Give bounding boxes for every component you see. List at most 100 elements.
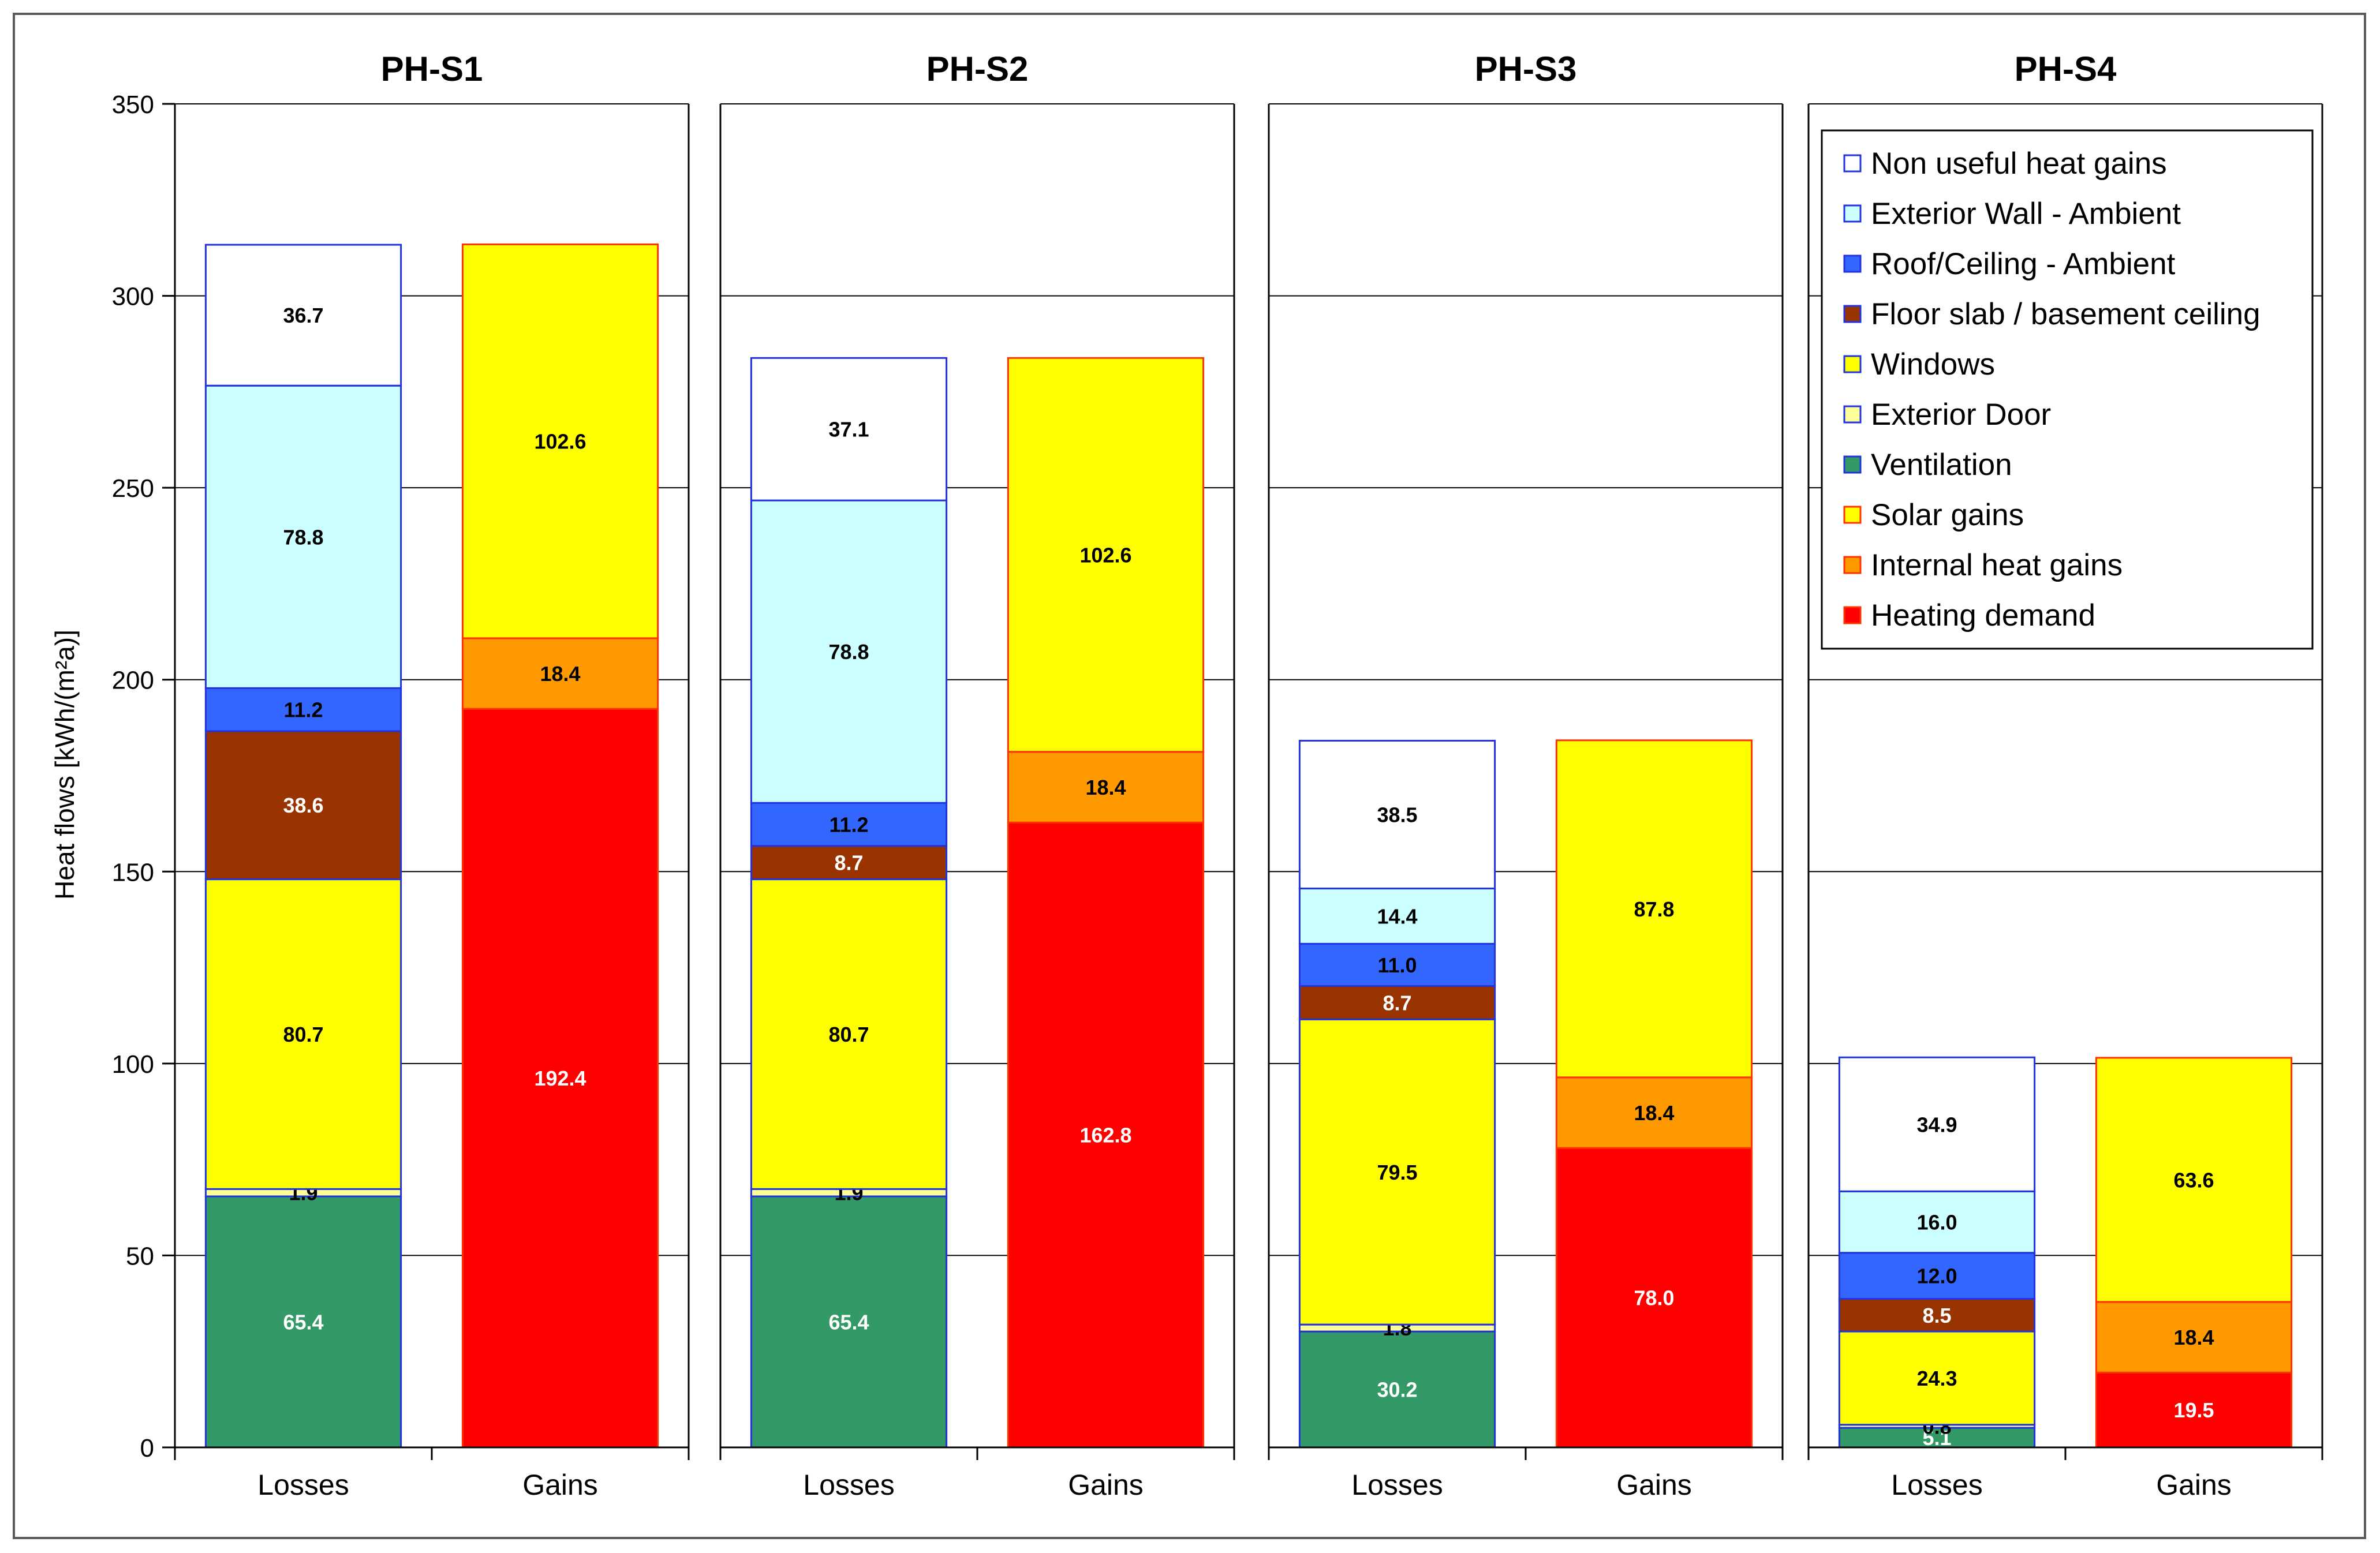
legend-label-ventilation: Ventilation <box>1871 448 2012 482</box>
x-category-label: Gains <box>2156 1469 2232 1501</box>
data-label-solar: 102.6 <box>1079 544 1131 567</box>
bar-segment-floor <box>1838 1298 2036 1333</box>
bar-segment-nonuseful <box>204 244 402 387</box>
data-label-roof: 12.0 <box>1916 1264 1957 1288</box>
data-label-ventilation: 30.2 <box>1377 1378 1417 1402</box>
data-label-floor: 8.7 <box>1383 991 1411 1015</box>
x-category-label: Losses <box>1351 1469 1443 1501</box>
panel-title: PH-S2 <box>926 50 1029 88</box>
x-category-label: Gains <box>522 1469 598 1501</box>
data-label-wall: 78.8 <box>828 640 869 664</box>
y-tick-label: 100 <box>112 1050 154 1079</box>
data-label-roof: 11.0 <box>1377 953 1417 977</box>
y-tick-label: 50 <box>126 1242 154 1270</box>
bar-segment-solar <box>461 243 659 639</box>
data-label-floor: 8.5 <box>1922 1304 1951 1327</box>
data-label-floor: 8.7 <box>834 851 863 875</box>
bar-segment-internal <box>1555 1076 1753 1149</box>
data-label-solar: 87.8 <box>1634 897 1674 921</box>
legend-label-heating: Heating demand <box>1871 598 2095 633</box>
bar-segment-solar <box>1555 739 1753 1079</box>
legend-swatch-roof <box>1843 255 1862 273</box>
data-label-solar: 63.6 <box>2173 1168 2214 1192</box>
data-label-internal: 18.4 <box>1085 776 1126 799</box>
y-tick-label: 0 <box>140 1434 154 1462</box>
panel-title: PH-S1 <box>381 50 483 88</box>
y-tick-label: 150 <box>112 858 154 886</box>
bar-segment-wall <box>1838 1190 2036 1254</box>
legend-label-nonuseful: Non useful heat gains <box>1871 147 2167 181</box>
y-tick-label: 200 <box>112 667 154 695</box>
legend-label-roof: Roof/Ceiling - Ambient <box>1871 247 2176 281</box>
legend-swatch-floor <box>1843 305 1862 323</box>
panel-title: PH-S3 <box>1475 50 1577 88</box>
data-label-ventilation: 65.4 <box>283 1310 323 1334</box>
y-tick-label: 350 <box>112 91 154 119</box>
data-label-heating: 19.5 <box>2173 1398 2214 1422</box>
data-label-windows: 80.7 <box>283 1023 323 1046</box>
data-label-internal: 18.4 <box>540 662 580 686</box>
data-label-heating: 78.0 <box>1634 1286 1674 1310</box>
data-label-nonuseful: 36.7 <box>283 304 323 327</box>
bar-segment-ventilation <box>750 1195 948 1449</box>
x-category-label: Gains <box>1068 1469 1144 1501</box>
legend-box <box>1821 129 2314 650</box>
legend-label-door: Exterior Door <box>1871 398 2051 432</box>
x-category-label: Losses <box>1891 1469 1982 1501</box>
legend-swatch-heating <box>1843 606 1862 624</box>
bar-segment-ventilation <box>204 1195 402 1449</box>
bar-segment-solar <box>1007 357 1205 753</box>
legend-swatch-door <box>1843 405 1862 424</box>
legend-label-solar: Solar gains <box>1871 498 2024 532</box>
bar-segment-heating <box>461 708 659 1449</box>
bar-segment-windows <box>1838 1330 2036 1426</box>
data-label-wall: 78.8 <box>283 525 323 549</box>
x-category-label: Losses <box>257 1469 349 1501</box>
y-tick-label: 250 <box>112 474 154 503</box>
bar-segment-windows <box>750 878 948 1190</box>
bar-segment-roof <box>1298 942 1496 987</box>
data-label-solar: 102.6 <box>534 430 586 454</box>
data-label-floor: 38.6 <box>283 794 323 817</box>
legend-label-wall: Exterior Wall - Ambient <box>1871 197 2181 231</box>
y-tick-label: 300 <box>112 283 154 311</box>
bar-segment-heating <box>1555 1147 1753 1449</box>
data-label-internal: 18.4 <box>2173 1326 2214 1349</box>
legend-label-internal: Internal heat gains <box>1871 548 2123 582</box>
data-label-wall: 16.0 <box>1916 1211 1957 1234</box>
bar-segment-solar <box>2095 1057 2293 1303</box>
legend-label-floor: Floor slab / basement ceiling <box>1871 297 2261 331</box>
data-label-nonuseful: 34.9 <box>1916 1113 1957 1136</box>
bars-layer: 65.41.980.738.611.278.836.7192.418.4102.… <box>204 243 2293 1450</box>
data-label-roof: 11.2 <box>283 698 323 722</box>
x-category-label: Gains <box>1616 1469 1692 1501</box>
panel-title: PH-S4 <box>2015 50 2117 88</box>
bar-segment-nonuseful <box>1838 1056 2036 1192</box>
x-category-label: Losses <box>803 1469 894 1501</box>
bar-segment-floor <box>204 730 402 881</box>
legend: Non useful heat gains Exterior Wall - Amb… <box>1821 129 2314 650</box>
bar-segment-internal <box>1007 751 1205 824</box>
bar-segment-nonuseful <box>750 357 948 502</box>
data-label-internal: 18.4 <box>1634 1101 1674 1125</box>
data-label-heating: 162.8 <box>1079 1124 1131 1147</box>
bar-segment-windows <box>204 878 402 1190</box>
legend-swatch-windows <box>1843 355 1862 373</box>
bar-segment-roof <box>750 802 948 847</box>
bar-segment-wall <box>204 384 402 689</box>
data-label-windows: 80.7 <box>828 1023 869 1046</box>
axes-layer: 0 50 100 150 200 250 300 350 PH-S1 Losses Gains PH-… <box>112 50 2323 1501</box>
data-label-roof: 11.2 <box>829 813 868 836</box>
data-label-wall: 14.4 <box>1377 904 1417 928</box>
data-label-ventilation: 65.4 <box>828 1310 869 1334</box>
bar-segment-windows <box>1298 1018 1496 1326</box>
legend-swatch-nonuseful <box>1843 154 1862 173</box>
legend-swatch-ventilation <box>1843 455 1862 474</box>
y-axis-label: Heat flows [kWh/(m²a)] <box>50 630 80 900</box>
legend-label-windows: Windows <box>1871 347 1995 381</box>
data-label-ventilation: 5.1 <box>1922 1426 1951 1450</box>
data-label-windows: 24.3 <box>1916 1367 1957 1390</box>
bar-segment-nonuseful <box>1298 739 1496 890</box>
legend-swatch-internal <box>1843 556 1862 574</box>
